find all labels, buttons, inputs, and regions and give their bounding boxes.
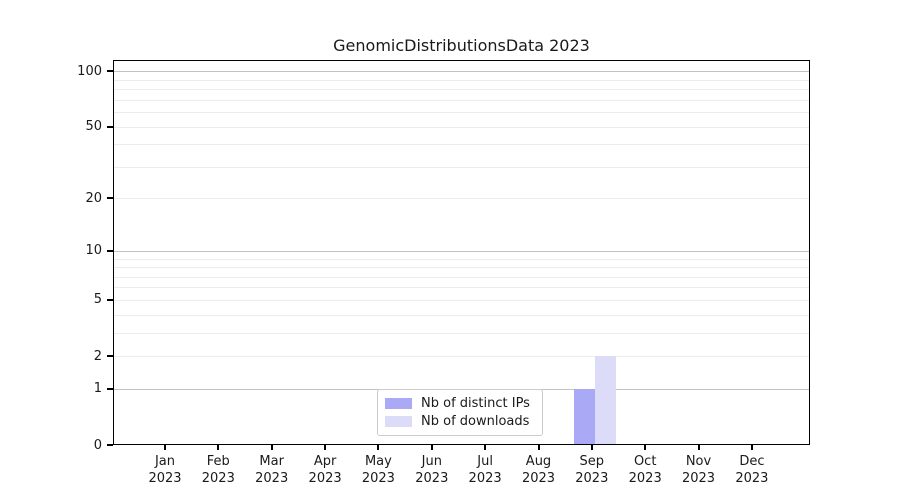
x-axis-tick-label: Jun 2023 bbox=[415, 454, 449, 486]
legend-label-distinct-ips: Nb of distinct IPs bbox=[421, 395, 530, 411]
x-axis-tick-label: Aug 2023 bbox=[521, 454, 556, 486]
x-axis-tick-label: Oct 2023 bbox=[628, 454, 662, 486]
legend-label-downloads: Nb of downloads bbox=[421, 414, 530, 430]
legend: Nb of distinct IPs Nb of downloads bbox=[377, 389, 543, 436]
gridline-major bbox=[114, 250, 809, 252]
gridline-minor bbox=[114, 332, 809, 334]
x-axis-tick bbox=[377, 445, 380, 450]
legend-swatch-downloads bbox=[385, 416, 412, 428]
chart-title: GenomicDistributionsData 2023 bbox=[333, 36, 590, 55]
y-axis-tick bbox=[107, 70, 113, 73]
gridline-minor bbox=[114, 314, 809, 316]
gridline-minor bbox=[114, 89, 809, 91]
gridline-minor bbox=[114, 356, 809, 357]
y-axis-tick-label: 10 bbox=[85, 243, 102, 259]
x-axis-tick-label: Apr 2023 bbox=[308, 454, 342, 486]
legend-item-downloads: Nb of downloads bbox=[385, 414, 535, 429]
gridline-minor bbox=[114, 166, 809, 168]
gridline-minor bbox=[114, 144, 809, 146]
x-axis-tick-label: Feb 2023 bbox=[201, 454, 235, 486]
gridline-minor bbox=[114, 287, 809, 289]
legend-swatch-distinct-ips bbox=[385, 397, 412, 409]
gridline-minor bbox=[114, 258, 809, 260]
y-axis-tick-label: 0 bbox=[93, 437, 102, 453]
gridline-minor bbox=[114, 299, 809, 301]
x-axis-tick bbox=[324, 445, 327, 450]
y-axis-tick bbox=[107, 249, 113, 252]
x-axis-tick-label: Dec 2023 bbox=[735, 454, 769, 486]
gridline-minor bbox=[114, 112, 809, 114]
x-axis-tick bbox=[590, 445, 593, 450]
x-axis-tick bbox=[164, 445, 166, 450]
x-axis-tick bbox=[270, 445, 273, 450]
legend-item-distinct-ips: Nb of distinct IPs bbox=[385, 396, 535, 411]
x-axis-tick bbox=[217, 445, 220, 450]
bar-downloads bbox=[594, 356, 616, 444]
gridline-minor bbox=[114, 126, 809, 128]
y-axis-tick-label: 1 bbox=[93, 381, 102, 397]
x-axis-tick-label: Nov 2023 bbox=[681, 454, 716, 486]
x-axis-tick bbox=[430, 445, 433, 450]
bar-distinct-ips bbox=[573, 388, 595, 444]
x-axis-tick-label: Mar 2023 bbox=[255, 454, 289, 486]
y-axis-tick-label: 2 bbox=[93, 348, 102, 364]
gridline-minor bbox=[114, 267, 809, 268]
gridline-major bbox=[114, 71, 809, 73]
plot-area-border bbox=[113, 60, 810, 445]
gridline-minor bbox=[114, 99, 809, 101]
y-axis-tick bbox=[107, 125, 113, 128]
x-axis-tick-label: Sep 2023 bbox=[575, 454, 609, 486]
y-axis-tick bbox=[107, 298, 113, 301]
x-axis-tick-label: Jan 2023 bbox=[148, 454, 182, 486]
x-axis-tick bbox=[750, 445, 753, 450]
x-axis-tick bbox=[644, 445, 647, 450]
x-axis-tick-label: Jul 2023 bbox=[468, 454, 502, 486]
x-axis-tick bbox=[537, 445, 540, 450]
y-axis-tick bbox=[107, 197, 113, 200]
y-axis-tick-label: 5 bbox=[93, 292, 102, 308]
gridline-minor bbox=[114, 276, 809, 278]
y-axis-tick bbox=[107, 387, 113, 390]
x-axis-tick-label: May 2023 bbox=[361, 454, 395, 486]
x-axis-tick bbox=[697, 445, 700, 450]
gridline-minor bbox=[114, 198, 809, 200]
y-axis-tick-label: 20 bbox=[85, 190, 102, 206]
y-axis-tick bbox=[107, 355, 113, 357]
y-axis-tick-label: 50 bbox=[85, 119, 102, 135]
y-axis-tick bbox=[107, 444, 113, 446]
x-axis-tick bbox=[484, 445, 487, 450]
gridline-minor bbox=[114, 79, 809, 81]
y-axis-tick-label: 100 bbox=[77, 63, 102, 79]
